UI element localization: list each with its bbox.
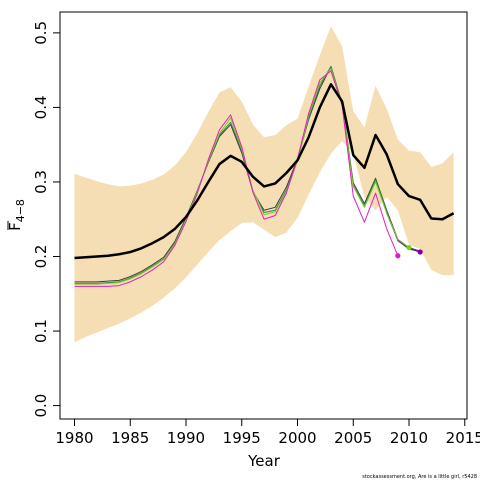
x-tick-label: 1995 bbox=[223, 429, 261, 447]
y-axis-title-main: F bbox=[6, 222, 24, 231]
series-layer bbox=[74, 65, 455, 287]
x-tick-label: 2015 bbox=[446, 429, 480, 447]
y-axis: 0.0 0.1 0.2 0.3 0.4 0.5 bbox=[32, 21, 61, 418]
y-tick-label: 0.0 bbox=[32, 394, 50, 418]
series-end-point-4 bbox=[406, 244, 412, 251]
confidence-band bbox=[74, 26, 454, 343]
y-tick-label: 0.3 bbox=[32, 170, 50, 194]
x-tick-label: 2010 bbox=[390, 429, 428, 447]
series-end-point-5 bbox=[395, 253, 401, 259]
x-tick-label: 1990 bbox=[167, 429, 205, 447]
y-tick-label: 0.4 bbox=[32, 95, 50, 119]
x-tick-label: 2000 bbox=[278, 429, 316, 447]
x-axis-title: Year bbox=[247, 452, 281, 470]
y-axis-title: F4−8 bbox=[6, 199, 27, 231]
series-line-4 bbox=[74, 68, 410, 285]
series-line-0 bbox=[74, 83, 455, 260]
x-tick-label: 2005 bbox=[334, 429, 372, 447]
footer-credit: stockassessment.org, Are is a little gir… bbox=[362, 474, 477, 480]
uncertainty-band-layer bbox=[74, 26, 454, 343]
svg-text:F4−8: F4−8 bbox=[6, 199, 27, 231]
x-axis: 1980 1985 1990 1995 2000 2005 2010 2015 bbox=[55, 418, 480, 447]
x-tick-label: 1985 bbox=[111, 429, 149, 447]
y-axis-title-subscript: 4−8 bbox=[14, 199, 27, 222]
y-tick-label: 0.1 bbox=[32, 319, 50, 343]
series-line-5 bbox=[74, 70, 399, 287]
series-end-point-3 bbox=[417, 249, 423, 255]
x-tick-label: 1980 bbox=[55, 429, 93, 447]
y-tick-label: 0.5 bbox=[32, 21, 50, 45]
y-tick-label: 0.2 bbox=[32, 245, 50, 269]
